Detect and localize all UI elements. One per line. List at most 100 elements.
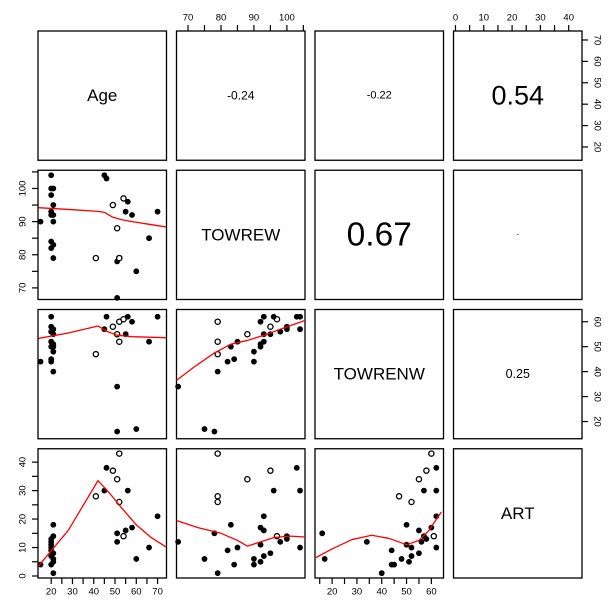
data-point [114,428,121,435]
panel-1-1: TOWREW [175,169,306,301]
data-point [50,533,57,540]
axis-tick-label: 60 [592,56,603,67]
axis-tick-label: 80 [18,249,29,260]
axis-tick-label: 20 [327,587,338,598]
data-point [321,556,328,562]
data-point [408,544,415,551]
data-point [234,544,241,551]
axis-tick-label: 40 [563,13,574,24]
data-point-open [120,532,127,540]
axis-tick-label: 70 [18,283,29,294]
data-point [418,538,425,545]
data-point-open [415,475,423,483]
axis-tick-label: 40 [18,457,29,468]
axis-tick-label: 0 [453,13,458,24]
axis-tick-label: 10 [18,542,29,553]
data-point [257,558,264,565]
data-point-open [423,467,430,474]
axis-tick-label: 20 [18,514,29,525]
data-point [114,538,121,545]
panel-frame [37,448,168,579]
data-point [101,487,108,494]
axis-tick-label: 70 [183,13,194,24]
data-point [406,558,412,565]
data-point [267,550,274,557]
data-point [214,368,221,375]
data-point [297,544,303,551]
panel-2-1 [175,308,306,440]
data-point [48,172,55,179]
data-point [48,358,55,365]
data-point-open [428,450,435,457]
axis-tick-label: 10 [478,13,489,24]
data-point-open [214,318,221,325]
data-point [224,547,231,554]
data-point [293,464,300,471]
axis-tick-label: 30 [18,485,29,496]
data-point-open [92,254,100,262]
panel-3-3: ART [452,448,583,579]
variable-label: ART [501,504,535,523]
axis-tick-label: 30 [535,13,546,24]
axis-tick-label: 20 [507,13,518,24]
data-point [124,487,131,494]
panel-0-3: 0.54 [452,30,583,161]
data-point [133,268,140,275]
data-point-open [92,350,100,358]
data-point [293,313,300,320]
data-point [231,356,238,363]
data-point [260,553,267,559]
axis-tick-label: 70 [592,35,603,46]
axis-tick-label: 40 [592,99,603,110]
data-point [114,294,121,301]
lowess-line [38,325,167,340]
panel-2-0 [37,308,168,440]
data-point [122,527,129,534]
panel-frame [175,308,306,440]
data-point [103,313,110,320]
data-point [433,544,440,551]
data-point [214,570,221,577]
data-point [175,538,182,545]
data-point [260,513,267,520]
axis-tick-label: 60 [426,587,437,598]
data-point [251,556,257,562]
data-point-open [395,493,403,500]
data-point [122,208,129,215]
data-point-open [214,493,221,500]
data-point [114,530,121,537]
data-point-open [109,467,117,474]
data-point [146,338,152,345]
correlation-value: 0.67 [347,216,412,253]
panel-3-0 [37,448,168,579]
lowess-line [176,319,306,381]
data-point [319,530,326,537]
data-point [297,487,303,494]
panel-frame [452,448,583,579]
panel-frame [314,30,445,161]
data-point [129,212,135,218]
data-point-open [116,254,123,262]
panel-1-0 [37,169,168,301]
panel-frame [175,448,306,579]
data-point [388,547,395,554]
data-point [48,313,55,320]
lowess-line [38,207,167,228]
variable-label: TOWREW [201,225,280,244]
data-point [50,348,57,355]
data-point [124,313,131,320]
correlation-value: -0.24 [227,89,255,103]
data-point [416,550,422,557]
data-point [129,318,135,325]
data-point-open [92,493,100,500]
data-point-open [109,323,117,330]
data-point-open [214,450,221,457]
axis-tick-label: 40 [592,366,603,377]
axis-tick-label: 0 [18,573,29,578]
panel-frame [175,30,306,161]
axis-tick-label: 70 [152,587,163,598]
correlation-value: 0.25 [506,367,530,381]
data-point [277,538,284,545]
axis-tick-label: 20 [46,587,57,598]
data-point-open [109,201,117,209]
